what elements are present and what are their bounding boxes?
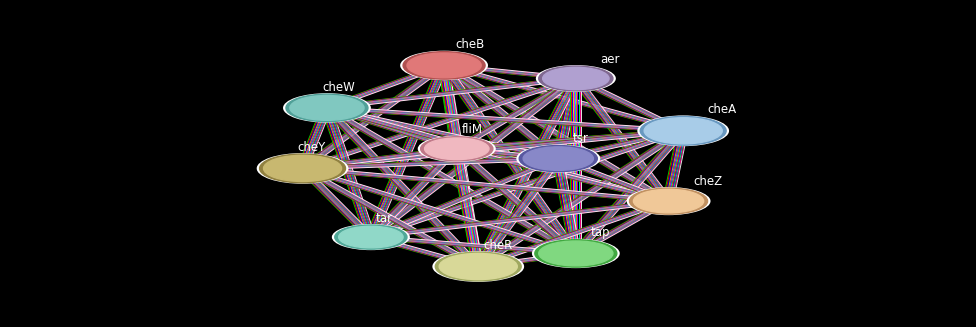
Circle shape [257,153,348,184]
Circle shape [260,154,346,183]
Text: cheR: cheR [483,239,512,252]
Text: tsr: tsr [573,132,589,145]
Circle shape [627,187,711,215]
Text: cheB: cheB [456,38,485,51]
Circle shape [418,136,496,162]
Circle shape [335,225,407,249]
Circle shape [283,93,371,123]
Circle shape [637,115,729,146]
Circle shape [516,145,600,173]
Circle shape [644,118,722,144]
Circle shape [630,188,708,214]
Circle shape [536,65,616,92]
Text: cheW: cheW [322,81,355,94]
Circle shape [264,155,342,181]
Circle shape [286,94,368,122]
Circle shape [640,116,726,145]
Circle shape [407,53,481,78]
Circle shape [425,138,489,160]
Circle shape [332,224,410,250]
Circle shape [633,189,704,213]
Text: fliM: fliM [462,123,483,136]
Circle shape [539,241,613,266]
Text: tar: tar [376,212,392,225]
Text: cheZ: cheZ [693,175,722,188]
Circle shape [421,137,493,161]
Circle shape [432,251,524,282]
Circle shape [519,146,597,172]
Circle shape [439,253,517,280]
Text: aer: aer [600,53,620,66]
Circle shape [435,252,521,281]
Circle shape [539,66,613,91]
Circle shape [403,52,485,79]
Circle shape [290,95,364,120]
Circle shape [339,226,403,248]
Text: tap: tap [590,226,610,239]
Circle shape [400,51,488,80]
Circle shape [543,67,609,90]
Text: cheY: cheY [298,141,326,154]
Circle shape [523,147,593,170]
Circle shape [535,240,617,267]
Text: cheA: cheA [708,103,737,116]
Circle shape [532,239,620,268]
